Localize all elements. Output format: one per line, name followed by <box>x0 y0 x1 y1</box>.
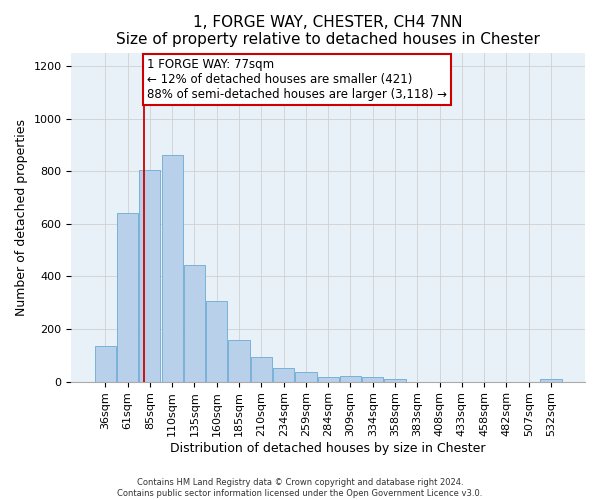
Bar <box>340 376 361 382</box>
Text: Contains HM Land Registry data © Crown copyright and database right 2024.
Contai: Contains HM Land Registry data © Crown c… <box>118 478 482 498</box>
Bar <box>251 356 272 382</box>
Bar <box>229 340 250 382</box>
Bar <box>385 379 406 382</box>
Bar <box>117 213 138 382</box>
Bar <box>317 377 339 382</box>
Bar <box>161 156 183 382</box>
X-axis label: Distribution of detached houses by size in Chester: Distribution of detached houses by size … <box>170 442 486 455</box>
Bar <box>95 346 116 382</box>
Bar <box>273 368 294 382</box>
Bar <box>295 372 317 382</box>
Text: 1 FORGE WAY: 77sqm
← 12% of detached houses are smaller (421)
88% of semi-detach: 1 FORGE WAY: 77sqm ← 12% of detached hou… <box>147 58 447 101</box>
Title: 1, FORGE WAY, CHESTER, CH4 7NN
Size of property relative to detached houses in C: 1, FORGE WAY, CHESTER, CH4 7NN Size of p… <box>116 15 540 48</box>
Bar <box>206 302 227 382</box>
Bar <box>139 170 160 382</box>
Bar <box>541 379 562 382</box>
Bar <box>362 377 383 382</box>
Bar <box>184 264 205 382</box>
Y-axis label: Number of detached properties: Number of detached properties <box>15 118 28 316</box>
